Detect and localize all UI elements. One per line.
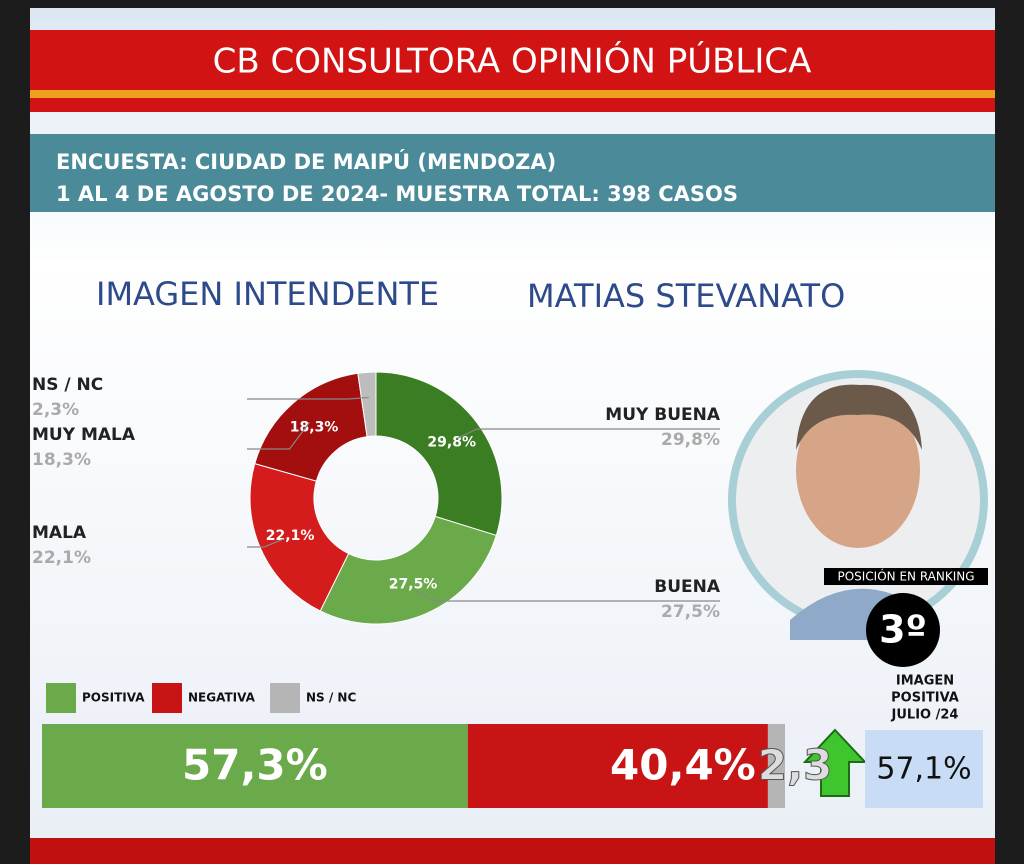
category-label: MUY BUENA xyxy=(605,405,721,425)
ranking-label: POSICIÓN EN RANKING xyxy=(837,569,974,584)
value-label: 29,8% xyxy=(661,430,720,450)
leader-line xyxy=(415,590,720,602)
footer-band xyxy=(30,838,995,864)
previous-label: POSITIVA xyxy=(891,691,959,706)
legend-label: NS / NC xyxy=(306,691,356,705)
bar-segment xyxy=(467,724,768,808)
ranking-label-box xyxy=(824,568,988,585)
survey-line: 1 AL 4 DE AGOSTO DE 2024- MUESTRA TOTAL:… xyxy=(56,182,738,206)
leader-line xyxy=(247,421,311,450)
donut-slice xyxy=(254,372,368,482)
donut-slice xyxy=(375,371,503,537)
donut-slice xyxy=(357,371,377,438)
header-stripe xyxy=(30,90,995,98)
donut-slice xyxy=(249,462,350,612)
photo-face xyxy=(796,392,920,548)
bar-label: 57,3% xyxy=(182,741,328,790)
value-label: 2,3% xyxy=(32,400,79,420)
slice-label: 27,5% xyxy=(389,576,438,592)
bar-segment xyxy=(42,724,468,808)
legend-swatch xyxy=(46,683,76,713)
previous-box xyxy=(865,730,983,808)
ranking-position: 3º xyxy=(879,608,927,652)
legend-swatch xyxy=(152,683,182,713)
leader-line xyxy=(456,428,720,439)
previous-label: JULIO /24 xyxy=(891,708,959,723)
category-label: NS / NC xyxy=(32,375,103,395)
slice-label: 18,3% xyxy=(290,419,339,435)
photo-hair xyxy=(796,384,922,450)
header-band xyxy=(30,30,995,112)
bar-label: 40,4% xyxy=(610,741,756,790)
leader-line xyxy=(247,396,369,400)
up-arrow xyxy=(802,728,868,797)
leader-line xyxy=(247,538,285,548)
bar-segment xyxy=(767,724,785,808)
ranking-badge xyxy=(866,593,940,667)
legend-label: POSITIVA xyxy=(82,691,145,705)
chart-title: IMAGEN INTENDENTE xyxy=(96,275,439,313)
chart-subtitle: MATIAS STEVANATO xyxy=(527,277,845,315)
category-label: MUY MALA xyxy=(32,425,136,445)
bar-label: 2,3 xyxy=(758,741,832,790)
value-label: 27,5% xyxy=(661,602,720,622)
header-title: CB CONSULTORA OPINIÓN PÚBLICA xyxy=(213,41,812,82)
survey-line: ENCUESTA: CIUDAD DE MAIPÚ (MENDOZA) xyxy=(56,149,556,174)
survey-band xyxy=(30,134,995,212)
value-label: 18,3% xyxy=(32,450,91,470)
slice-label: 22,1% xyxy=(266,528,315,544)
value-label: 22,1% xyxy=(32,548,91,568)
legend-swatch xyxy=(270,683,300,713)
previous-value: 57,1% xyxy=(876,752,971,787)
category-label: BUENA xyxy=(654,577,721,597)
previous-label: IMAGEN xyxy=(896,674,954,689)
slice-label: 29,8% xyxy=(427,434,476,450)
category-label: MALA xyxy=(32,523,87,543)
legend-label: NEGATIVA xyxy=(188,691,256,705)
donut-slice xyxy=(319,515,497,625)
